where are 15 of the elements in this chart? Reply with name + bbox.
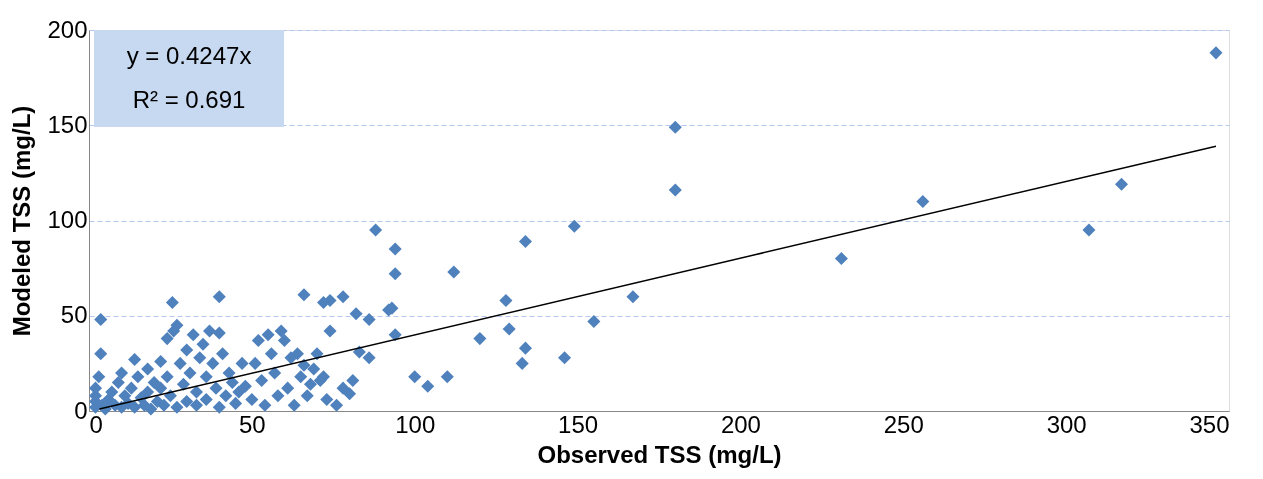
x-tick-label: 150: [558, 410, 599, 438]
x-tick-label: 200: [720, 410, 761, 438]
x-tick-label: 50: [239, 410, 266, 438]
x-tick-label: 100: [395, 410, 436, 438]
y-tick-label: 200: [47, 15, 88, 43]
annotation: y = 0.4247x: [126, 42, 252, 69]
y-tick-label: 50: [60, 301, 88, 329]
annotation: R² = 0.691: [132, 86, 246, 113]
y-tick-label: 100: [47, 206, 88, 233]
x-tick-label: 300: [1046, 410, 1087, 438]
x-tick-label: 250: [883, 410, 924, 438]
x-axis-title: Observed TSS (mg/L): [537, 440, 782, 468]
y-tick-label: 150: [47, 110, 88, 138]
y-axis-title: Modeled TSS (mg/L): [8, 105, 36, 337]
x-tick-label: 350: [1189, 410, 1230, 438]
